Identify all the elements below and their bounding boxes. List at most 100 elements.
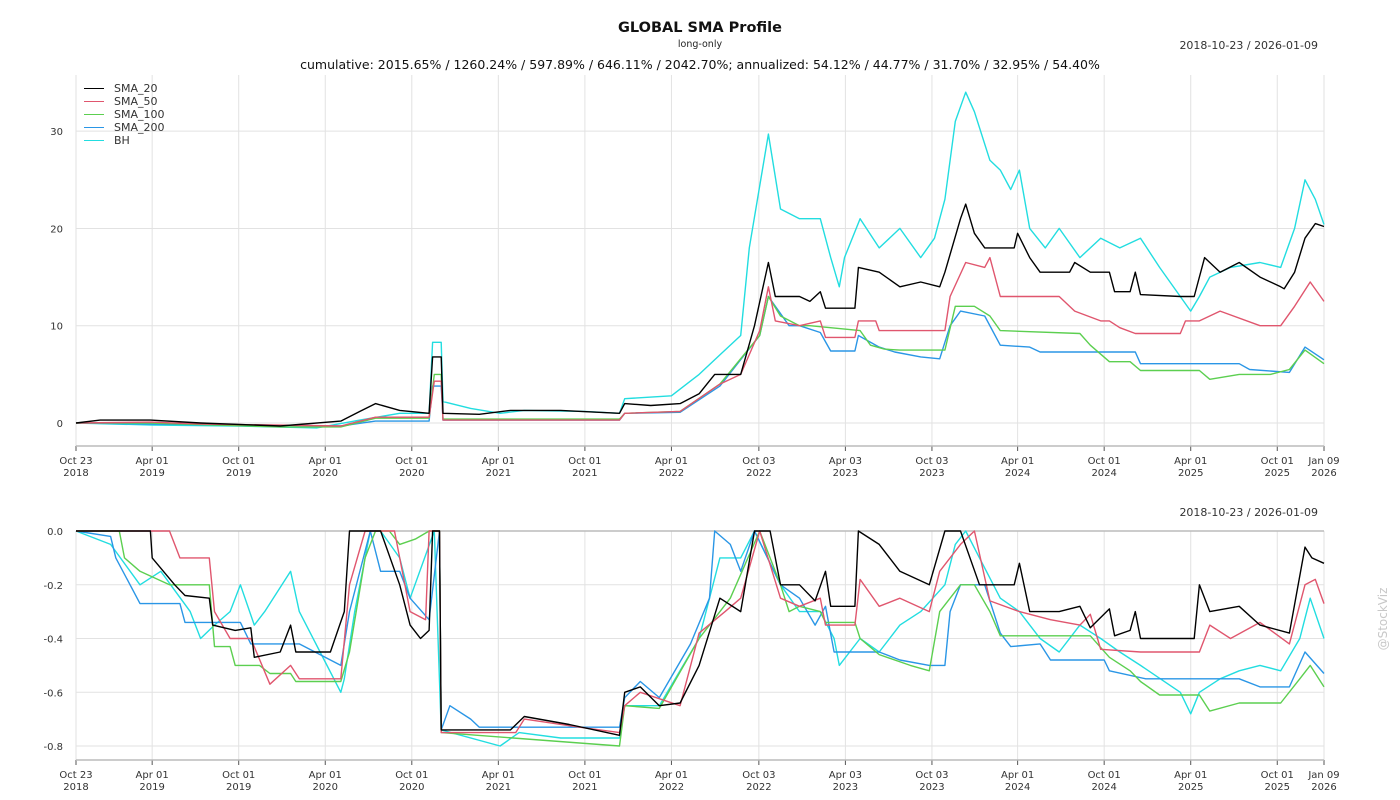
performance-summary: cumulative: 2015.65% / 1260.24% / 597.89… xyxy=(300,57,1100,72)
series-line-bh xyxy=(75,91,1325,429)
x-tick-label: Oct 03 xyxy=(742,770,775,781)
x-tick-label: Oct 23 xyxy=(59,770,92,781)
x-tick-label: 2025 xyxy=(1265,782,1290,793)
date-range-top: 2018-10-23 / 2026-01-09 xyxy=(1179,39,1318,52)
legend-swatch xyxy=(84,127,104,128)
x-tick-label: 2020 xyxy=(313,468,338,479)
x-tick-label: 2025 xyxy=(1178,782,1203,793)
legend-item-sma-50: SMA_50 xyxy=(84,95,165,108)
x-tick-label: Oct 01 xyxy=(1261,456,1294,467)
x-tick-label: Apr 01 xyxy=(655,770,688,781)
x-tick-label: Oct 01 xyxy=(395,770,428,781)
x-tick-label: Apr 01 xyxy=(1001,770,1034,781)
legend-swatch xyxy=(84,88,104,89)
x-tick-label: 2021 xyxy=(572,468,597,479)
watermark: @StockViz xyxy=(1376,587,1390,651)
x-tick-label: 2020 xyxy=(399,782,424,793)
x-tick-label: Apr 01 xyxy=(1174,770,1207,781)
series-line-sma-100 xyxy=(76,530,1325,747)
x-tick-label: Oct 23 xyxy=(59,456,92,467)
x-tick-label: Oct 01 xyxy=(1261,770,1294,781)
x-tick-label: 2026 xyxy=(1311,468,1336,479)
x-tick-label: 2020 xyxy=(399,468,424,479)
x-tick-label: 2024 xyxy=(1005,468,1030,479)
x-tick-label: Apr 01 xyxy=(136,770,169,781)
x-tick-label: 2022 xyxy=(659,782,684,793)
legend-swatch xyxy=(84,114,104,115)
series-line-sma-50 xyxy=(76,530,1325,734)
x-tick-label: Apr 01 xyxy=(482,770,515,781)
series-line-sma-20 xyxy=(76,530,1325,736)
y-tick-label: 0.0 xyxy=(47,527,63,538)
y-tick-label: -0.4 xyxy=(43,635,63,646)
x-tick-label: 2018 xyxy=(63,782,88,793)
x-tick-label: 2024 xyxy=(1005,782,1030,793)
x-tick-label: Jan 09 xyxy=(1307,456,1339,467)
x-tick-label: 2021 xyxy=(486,468,511,479)
legend-item-sma-200: SMA_200 xyxy=(84,121,165,134)
series-line-sma-20 xyxy=(75,203,1325,427)
legend-label: SMA_200 xyxy=(114,121,165,134)
x-tick-label: Apr 03 xyxy=(829,770,862,781)
legend-item-bh: BH xyxy=(84,134,165,147)
y-tick-label: 10 xyxy=(50,322,63,333)
x-tick-label: 2023 xyxy=(833,468,858,479)
x-tick-label: Apr 01 xyxy=(309,456,342,467)
legend-swatch xyxy=(84,101,104,102)
legend-label: SMA_20 xyxy=(114,82,158,95)
y-tick-label: 0 xyxy=(57,419,63,430)
x-tick-label: Oct 01 xyxy=(1088,456,1121,467)
x-tick-label: 2026 xyxy=(1311,782,1336,793)
x-tick-label: 2022 xyxy=(746,468,771,479)
x-tick-label: 2019 xyxy=(226,782,251,793)
x-tick-label: Oct 03 xyxy=(742,456,775,467)
x-tick-label: 2019 xyxy=(226,468,251,479)
x-tick-label: 2023 xyxy=(919,782,944,793)
x-tick-label: Oct 01 xyxy=(222,456,255,467)
x-tick-label: 2023 xyxy=(919,468,944,479)
chart-subtitle: long-only xyxy=(677,39,723,50)
x-tick-label: 2023 xyxy=(833,782,858,793)
y-tick-label: -0.8 xyxy=(43,742,63,753)
x-tick-label: Apr 01 xyxy=(309,770,342,781)
x-tick-label: 2025 xyxy=(1265,468,1290,479)
x-tick-label: 2024 xyxy=(1091,468,1116,479)
x-tick-label: 2025 xyxy=(1178,468,1203,479)
legend-label: SMA_100 xyxy=(114,108,165,121)
x-tick-label: Apr 03 xyxy=(829,456,862,467)
legend: SMA_20 SMA_50 SMA_100 SMA_200 BH xyxy=(84,82,165,147)
series-line-bh xyxy=(75,530,1325,747)
x-tick-label: 2021 xyxy=(572,782,597,793)
x-tick-label: 2022 xyxy=(659,468,684,479)
x-tick-label: Oct 01 xyxy=(395,456,428,467)
legend-label: BH xyxy=(114,134,130,147)
x-tick-label: Oct 03 xyxy=(915,770,948,781)
y-tick-label: 20 xyxy=(50,224,63,235)
legend-label: SMA_50 xyxy=(114,95,158,108)
x-tick-label: 2019 xyxy=(139,468,164,479)
series-line-sma-200 xyxy=(75,530,1325,731)
series-line-sma-200 xyxy=(75,295,1325,427)
series-line-sma-100 xyxy=(76,295,1325,428)
x-tick-label: Jan 09 xyxy=(1307,770,1339,781)
x-tick-label: 2018 xyxy=(63,468,88,479)
x-tick-label: 2020 xyxy=(313,782,338,793)
y-tick-label: 30 xyxy=(50,127,63,138)
x-tick-label: 2021 xyxy=(486,782,511,793)
x-tick-label: Apr 01 xyxy=(1001,456,1034,467)
y-tick-label: -0.2 xyxy=(43,581,63,592)
x-tick-label: Apr 01 xyxy=(1174,456,1207,467)
y-tick-label: -0.6 xyxy=(43,688,63,699)
legend-item-sma-100: SMA_100 xyxy=(84,108,165,121)
x-tick-label: 2022 xyxy=(746,782,771,793)
x-tick-label: Oct 01 xyxy=(222,770,255,781)
x-tick-label: 2024 xyxy=(1091,782,1116,793)
x-tick-label: Apr 01 xyxy=(136,456,169,467)
series-line-sma-50 xyxy=(75,256,1325,427)
x-tick-label: Oct 03 xyxy=(915,456,948,467)
date-range-bottom: 2018-10-23 / 2026-01-09 xyxy=(1179,506,1318,519)
legend-swatch xyxy=(84,140,104,141)
legend-item-sma-20: SMA_20 xyxy=(84,82,165,95)
x-tick-label: Oct 01 xyxy=(568,770,601,781)
x-tick-label: 2019 xyxy=(139,782,164,793)
